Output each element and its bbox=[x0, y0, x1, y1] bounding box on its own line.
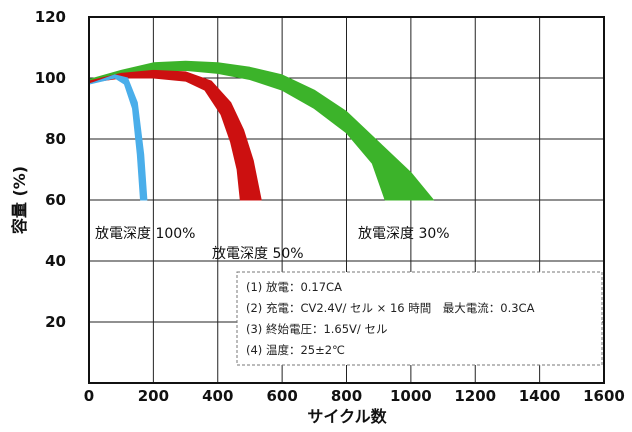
series-bands bbox=[88, 60, 434, 201]
y-tick-label: 80 bbox=[45, 130, 66, 148]
x-tick-label: 800 bbox=[331, 387, 362, 405]
series-label-dod-50: 放電深度 50% bbox=[212, 246, 304, 262]
plot-frame bbox=[88, 16, 605, 384]
note-line-end-voltage: (3) 終始電圧：1.65V/ セル bbox=[246, 322, 387, 336]
band-dod-100 bbox=[88, 74, 148, 201]
x-tick-label: 600 bbox=[266, 387, 297, 405]
y-tick-label: 100 bbox=[35, 69, 66, 87]
series-label-dod-30: 放電深度 30% bbox=[358, 226, 450, 242]
x-tick-labels: 0 200 400 600 800 1000 1200 1400 1600 bbox=[84, 387, 625, 405]
note-line-charge: (2) 充電：CV2.4V/ セル × 16 時間 最大電流：0.3CA bbox=[246, 301, 535, 315]
y-tick-label: 120 bbox=[35, 8, 66, 26]
y-tick-label: 40 bbox=[45, 252, 66, 270]
series-label-dod-100: 放電深度 100% bbox=[95, 226, 195, 242]
y-tick-label: 20 bbox=[45, 313, 66, 331]
y-tick-label: 60 bbox=[45, 191, 66, 209]
band-dod-50 bbox=[88, 69, 262, 201]
x-axis-title: サイクル数 bbox=[307, 407, 387, 426]
x-tick-label: 1200 bbox=[454, 387, 496, 405]
y-axis-title: 容量 (%) bbox=[10, 166, 29, 235]
note-line-temperature: (4) 温度：25±2℃ bbox=[246, 343, 345, 357]
x-tick-label: 1400 bbox=[519, 387, 561, 405]
conditions-note-frame bbox=[236, 271, 603, 366]
y-tick-labels: 20 40 60 80 100 120 bbox=[35, 8, 66, 331]
note-line-discharge: (1) 放電：0.17CA bbox=[246, 280, 342, 294]
conditions-note: (1) 放電：0.17CA (2) 充電：CV2.4V/ セル × 16 時間 … bbox=[236, 271, 603, 366]
x-tick-label: 1000 bbox=[390, 387, 432, 405]
band-dod-30 bbox=[88, 60, 434, 201]
x-tick-label: 0 bbox=[84, 387, 94, 405]
x-tick-label: 1600 bbox=[583, 387, 625, 405]
x-tick-label: 400 bbox=[202, 387, 233, 405]
x-tick-label: 200 bbox=[138, 387, 169, 405]
